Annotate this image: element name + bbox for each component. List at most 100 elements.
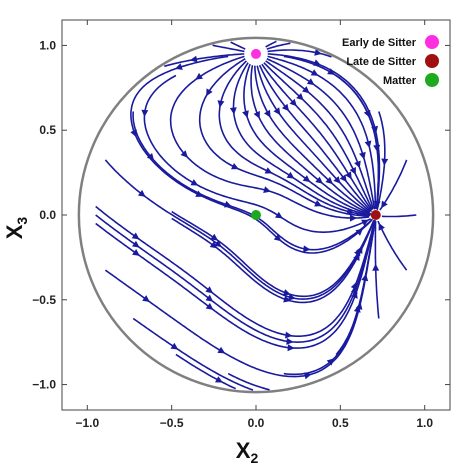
stream-arrowhead [349, 167, 356, 175]
stream-line [267, 53, 381, 209]
stream-arrowhead [146, 153, 155, 161]
stream-arrowhead [141, 109, 149, 117]
stream-arrowhead [132, 249, 140, 256]
stream-arrowhead [215, 376, 223, 383]
stream-line [266, 42, 291, 50]
stream-line [95, 219, 376, 349]
x-tick-label: 0.0 [248, 416, 265, 430]
stream-arrowhead [175, 63, 183, 70]
stream-line [104, 159, 375, 300]
stream-line [379, 159, 408, 211]
fixed-point-marker [370, 210, 381, 220]
stream-arrowhead [209, 241, 218, 249]
stream-arrowhead [354, 248, 361, 257]
stream-arrowhead [273, 234, 282, 242]
stream-arrowhead [302, 175, 311, 183]
stream-line [335, 221, 376, 356]
stream-arrowhead [217, 100, 225, 108]
x-axis-label: X2 [236, 438, 259, 465]
stream-arrowhead [285, 331, 293, 339]
y-tick-label: 0.5 [39, 123, 56, 137]
stream-arrowhead [231, 163, 239, 170]
stream-line [218, 60, 371, 217]
stream-arrowhead [314, 200, 322, 207]
stream-arrowhead [132, 240, 140, 248]
legend-label: Early de Sitter [342, 37, 417, 49]
stream-arrowhead [195, 72, 203, 80]
stream-line [377, 220, 408, 271]
stream-arrowhead [327, 68, 335, 75]
legend-marker [425, 54, 439, 68]
stream-arrowhead [180, 150, 188, 158]
legend-label: Late de Sitter [346, 56, 416, 68]
stream-arrowhead [205, 294, 214, 302]
stream-arrowhead [275, 211, 283, 219]
x-tick-label: −0.5 [160, 416, 184, 430]
stream-arrowhead [264, 167, 273, 174]
stream-arrowhead [217, 346, 226, 354]
stream-arrowhead [378, 222, 385, 231]
stream-line [175, 353, 237, 390]
stream-arrowhead [206, 88, 213, 97]
stream-arrowhead [229, 107, 237, 115]
stream-arrowhead [253, 110, 260, 119]
stream-line [169, 55, 370, 219]
stream-line [95, 214, 376, 344]
x-tick-label: −1.0 [75, 416, 99, 430]
stream-arrowhead [373, 144, 381, 153]
x-tick-label: 0.5 [332, 416, 349, 430]
stream-line [232, 62, 371, 216]
stream-arrowhead [303, 245, 311, 253]
stream-arrowhead [364, 140, 372, 149]
stream-lines [95, 40, 417, 391]
stream-arrowhead [351, 291, 358, 299]
stream-arrowhead [372, 263, 380, 271]
stream-arrowhead [310, 69, 319, 76]
stream-arrowhead [296, 93, 304, 101]
stream-arrowhead [205, 286, 214, 294]
stream-arrowhead [242, 110, 249, 118]
stream-arrowhead [353, 305, 361, 313]
stream-arrowhead [350, 281, 358, 290]
stream-line [230, 41, 246, 50]
fixed-points [251, 48, 381, 220]
stream-line [381, 214, 417, 218]
stream-arrowhead [273, 107, 281, 116]
stream-arrowhead [264, 109, 271, 118]
stream-line [283, 55, 380, 210]
y-tick-label: −0.5 [32, 293, 56, 307]
axis-ticks: −1.0 −0.5 0.0 0.5 1.0 −1.0 −0.5 0.0 0.5 1.0 [32, 20, 450, 430]
stream-arrowhead [142, 295, 150, 302]
stream-arrowhead [281, 103, 290, 112]
fixed-point-marker [251, 48, 261, 59]
stream-arrowhead [286, 337, 294, 345]
stream-arrowhead [326, 358, 335, 366]
stream-arrowhead [288, 293, 296, 301]
stream-arrowhead [170, 342, 179, 350]
stream-arrowhead [339, 174, 347, 183]
stream-arrowhead [325, 176, 333, 185]
stream-arrowhead [361, 219, 369, 226]
stream-line [254, 65, 371, 214]
y-tick-label: 0.0 [39, 208, 56, 222]
stream-arrowhead [359, 151, 366, 160]
boundary-circle [77, 36, 435, 394]
y-tick-label: 1.0 [39, 38, 56, 52]
stream-arrowhead [205, 302, 214, 310]
stream-line [164, 53, 245, 68]
legend-marker [425, 73, 439, 87]
stream-line [267, 55, 377, 209]
stream-arrowhead [189, 55, 198, 63]
x-tick-label: 1.0 [416, 416, 433, 430]
stream-arrowhead [302, 86, 310, 94]
stream-line [258, 64, 373, 213]
stream-arrowhead [137, 189, 146, 197]
legend-marker [425, 35, 439, 49]
stream-arrowhead [283, 289, 291, 296]
stream-line [143, 74, 372, 233]
stream-arrowhead [314, 48, 322, 56]
stream-arrowhead [306, 78, 315, 86]
stream-arrowhead [381, 200, 388, 209]
stream-arrowhead [190, 179, 199, 186]
legend-label: Matter [383, 75, 417, 87]
